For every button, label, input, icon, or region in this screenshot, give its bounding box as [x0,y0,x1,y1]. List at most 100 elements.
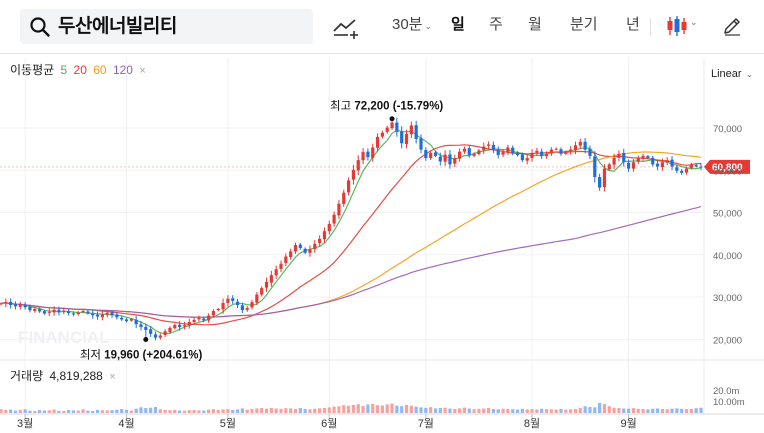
volume-bar [375,405,380,413]
volume-bar [535,409,539,413]
volume-bar [187,410,191,413]
candle-body [274,269,278,276]
x-tick-label: 9월 [620,417,636,430]
x-tick-label: 3월 [17,417,33,430]
candle-body [33,308,37,311]
candle-body [91,313,95,316]
candle [23,302,27,310]
candle-body [231,298,235,301]
interval-year[interactable]: 년 [626,16,640,33]
interval-week[interactable]: 주 [489,16,503,33]
volume-bar [76,410,80,413]
volume-bar [9,409,13,413]
high-annotation-value: 72,200 (-15.79%) [354,101,443,113]
volume-bar [337,406,341,413]
candle-body [453,158,457,164]
candle [187,318,191,329]
candle [646,154,650,160]
candle-body [631,162,636,169]
volume-bar [66,410,71,413]
ma20-line [0,144,701,326]
volume-bar [453,408,457,413]
chart-type-icon[interactable] [333,14,359,40]
volume-bar [153,406,158,413]
candle [573,141,578,155]
scale-mode-select[interactable]: Linear ⌄ [711,68,753,80]
search-query[interactable]: 두산에너빌리티 [58,16,177,37]
search-box[interactable]: 두산에너빌리티 [20,9,313,44]
candle-body [269,275,273,283]
volume-bar [419,407,423,413]
volume-bar [303,409,307,413]
volume-bar [380,405,384,413]
pencil-icon[interactable] [722,16,742,36]
volume-bar [221,409,225,413]
chevron-down-icon[interactable]: ⌄ [690,17,698,27]
candle [506,144,510,156]
candle-body [424,150,428,159]
interval-quarter[interactable]: 분기 [570,16,598,33]
close-icon[interactable]: × [109,371,116,383]
interval-day[interactable]: 일 [451,16,465,33]
candle-body [23,304,27,308]
volume-bar [351,404,356,413]
candle [221,298,225,314]
candle-body [670,159,674,167]
candle [115,312,119,320]
volume-tick-label: 10.00m [713,397,745,408]
candle-body [593,156,597,178]
candle-body [318,238,322,244]
candle [129,317,133,322]
interval-month[interactable]: 월 [528,16,542,33]
candle [593,151,597,183]
candle-body [511,147,515,153]
candle [549,147,553,156]
candle-body [409,125,413,135]
candle-body [496,149,500,156]
low-annotation-value: 19,960 (+204.61%) [104,349,202,361]
candle [448,150,452,169]
candle [9,298,13,309]
chevron-down-icon: ⌄ [424,21,433,31]
volume-bar [313,408,317,413]
close-icon[interactable]: × [139,65,146,77]
candle [617,150,621,162]
volume-bar [226,409,230,413]
volume-bar [530,409,534,413]
candle [511,145,515,156]
candle-body [42,311,47,314]
candle [578,138,582,149]
candle [554,147,558,151]
volume-bar [308,409,312,413]
interval-30min[interactable]: 30분 ⌄ [392,15,432,36]
volume-bar [414,406,418,413]
candle-body [694,164,698,167]
volume-bar [86,410,90,413]
volume-bar [636,408,640,413]
candle [245,306,249,312]
candle [689,162,693,170]
candle-body [62,310,66,312]
candle [385,125,389,134]
candle-body [158,335,162,338]
candle-body [361,152,365,161]
x-tick-label: 4월 [118,417,134,430]
candle-body [622,153,626,163]
candlestick-icon[interactable] [666,15,688,37]
ma120-label: 120 [112,63,133,77]
volume-bar [467,408,471,413]
candle-body [18,304,22,307]
candle-body [665,160,669,163]
volume-bar [13,410,18,413]
volume-bar [274,408,278,413]
volume-bar [670,408,674,413]
candle [612,153,616,170]
volume-bar [293,408,298,413]
candle [284,253,288,267]
top-toolbar: 두산에너빌리티 30분 ⌄ 일 주 월 분기 년 ⌄ [0,0,764,54]
candle-body [404,133,409,145]
candle [33,307,37,313]
volume-bar [149,407,153,413]
candle [226,295,230,307]
